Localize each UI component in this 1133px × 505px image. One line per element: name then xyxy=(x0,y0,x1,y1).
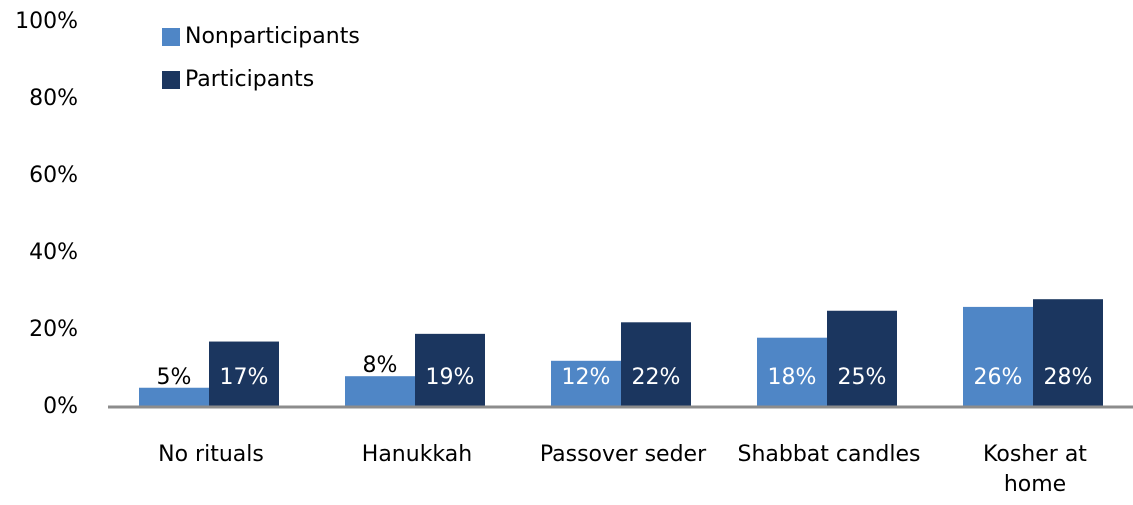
data-label: 19% xyxy=(426,365,475,390)
bar xyxy=(209,341,279,407)
bar xyxy=(345,376,415,407)
y-tick-label: 20% xyxy=(29,317,78,342)
data-label: 25% xyxy=(838,365,887,390)
data-label: 18% xyxy=(768,365,817,390)
bar xyxy=(415,333,485,407)
legend-label: Nonparticipants xyxy=(185,24,360,49)
x-tick-label: Shabbat candles xyxy=(737,442,921,467)
data-label: 12% xyxy=(562,365,611,390)
x-tick-label: Hanukkah xyxy=(361,442,473,467)
x-tick-label: Passover seder xyxy=(539,442,707,467)
bar xyxy=(963,306,1033,407)
legend-swatch xyxy=(162,28,180,46)
data-label: 22% xyxy=(632,365,681,390)
y-tick-label: 80% xyxy=(29,86,78,111)
bar xyxy=(551,360,621,407)
bar xyxy=(827,310,897,407)
bar xyxy=(621,322,691,407)
y-tick-label: 100% xyxy=(15,9,78,34)
data-label: 8% xyxy=(363,353,398,378)
legend-swatch xyxy=(162,71,180,89)
y-tick-label: 0% xyxy=(43,394,78,419)
y-tick-label: 60% xyxy=(29,163,78,188)
x-tick-label: No rituals xyxy=(158,442,264,467)
bar xyxy=(139,387,209,407)
bar xyxy=(757,337,827,407)
x-tick-label: Kosher at home xyxy=(983,442,1087,497)
legend-label: Participants xyxy=(185,67,314,92)
data-label: 26% xyxy=(974,365,1023,390)
data-label: 5% xyxy=(157,365,192,390)
data-label: 17% xyxy=(220,365,269,390)
y-tick-label: 40% xyxy=(29,240,78,265)
bar xyxy=(1033,299,1103,407)
data-label: 28% xyxy=(1044,365,1093,390)
